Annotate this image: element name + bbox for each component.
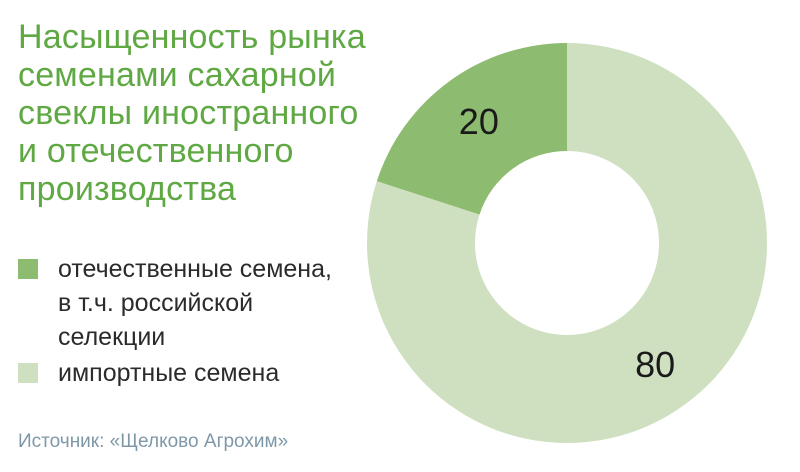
legend-label-line: селекции — [58, 323, 166, 351]
slice-value-label: 20 — [459, 101, 499, 142]
title-line: производства — [18, 170, 237, 208]
legend-swatch-imported — [18, 363, 38, 383]
legend-swatch-domestic — [18, 259, 38, 279]
legend: отечественные семена, в т.ч. российской … — [18, 252, 358, 392]
legend-item-imported: импортные семена — [18, 356, 358, 390]
title-line: семенами сахарной — [18, 56, 337, 94]
chart-title: Насыщенность рынка семенами сахарной све… — [18, 18, 366, 208]
slice-value-label: 80 — [635, 344, 675, 385]
donut-slices — [367, 43, 767, 443]
title-line: Насыщенность рынка — [18, 18, 366, 56]
source-note: Источник: «Щелково Агрохим» — [18, 431, 289, 452]
title-line: свеклы иностранного — [18, 94, 359, 132]
legend-label-line: отечественные семена, — [58, 255, 332, 283]
donut-slice-1 — [367, 43, 767, 443]
legend-item-domestic: отечественные семена, в т.ч. российской … — [18, 252, 358, 354]
donut-slice-0 — [376, 43, 567, 215]
legend-label-line: импортные семена — [58, 359, 280, 387]
legend-label-line: в т.ч. российской — [58, 289, 254, 317]
title-line: и отечественного — [18, 132, 294, 170]
